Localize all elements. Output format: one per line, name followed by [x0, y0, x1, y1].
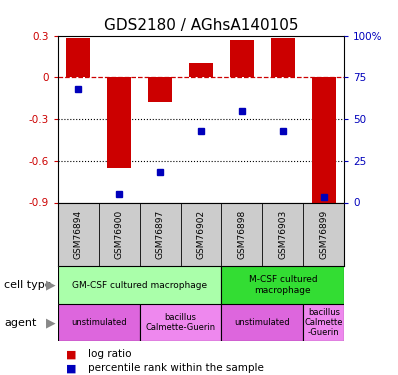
- Text: GSM76900: GSM76900: [115, 210, 124, 259]
- Bar: [140, 304, 221, 341]
- Text: ■: ■: [66, 363, 76, 373]
- Text: log ratio: log ratio: [88, 350, 131, 359]
- Text: GM-CSF cultured macrophage: GM-CSF cultured macrophage: [72, 280, 207, 290]
- Text: percentile rank within the sample: percentile rank within the sample: [88, 363, 263, 373]
- Text: bacillus
Calmette-Guerin: bacillus Calmette-Guerin: [145, 313, 216, 332]
- Text: cell type: cell type: [4, 280, 52, 290]
- Text: unstimulated: unstimulated: [71, 318, 127, 327]
- Text: GSM76899: GSM76899: [319, 210, 328, 259]
- Bar: [303, 304, 344, 341]
- Bar: [221, 304, 303, 341]
- Text: ▶: ▶: [46, 279, 55, 291]
- Bar: [148, 77, 172, 102]
- Bar: [230, 40, 254, 77]
- Text: GSM76902: GSM76902: [197, 210, 205, 259]
- Text: unstimulated: unstimulated: [234, 318, 290, 327]
- Bar: [221, 266, 344, 304]
- Text: ■: ■: [66, 350, 76, 359]
- Text: agent: agent: [4, 318, 36, 327]
- Text: ▶: ▶: [46, 316, 55, 329]
- Text: GSM76897: GSM76897: [156, 210, 164, 259]
- Text: M-CSF cultured
macrophage: M-CSF cultured macrophage: [249, 275, 317, 295]
- Bar: [271, 38, 295, 77]
- Bar: [312, 77, 336, 203]
- Text: GSM76894: GSM76894: [74, 210, 83, 259]
- Bar: [107, 77, 131, 168]
- Text: GSM76903: GSM76903: [278, 210, 287, 259]
- Bar: [66, 38, 90, 77]
- Text: GSM76898: GSM76898: [238, 210, 246, 259]
- Text: bacillus
Calmette
-Guerin: bacillus Calmette -Guerin: [304, 308, 343, 338]
- Bar: [189, 63, 213, 77]
- Bar: [58, 266, 221, 304]
- Bar: [58, 304, 140, 341]
- Title: GDS2180 / AGhsA140105: GDS2180 / AGhsA140105: [104, 18, 298, 33]
